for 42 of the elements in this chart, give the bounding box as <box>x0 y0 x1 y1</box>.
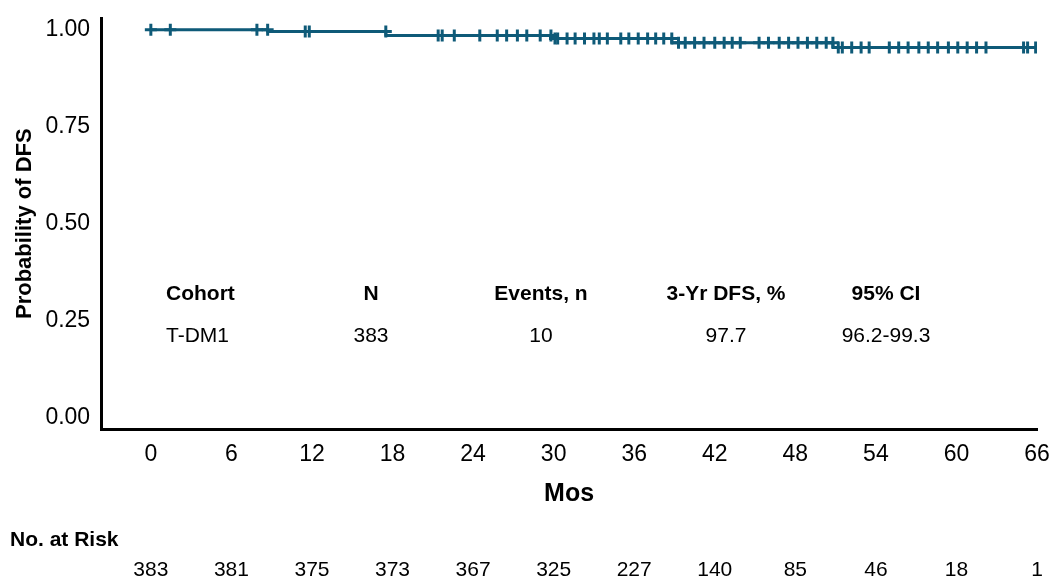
text: 140 <box>697 556 733 580</box>
x-tick-label: 66 <box>1024 439 1050 466</box>
y-tick-label: 0.25 <box>45 306 91 333</box>
text: 1 <box>1031 556 1043 580</box>
text: 227 <box>616 556 652 580</box>
x-tick-label: 36 <box>621 439 647 466</box>
x-tick-label: 6 <box>225 439 238 466</box>
x-tick-label: 30 <box>540 439 567 466</box>
annotation: 383 <box>352 323 390 347</box>
annotation: T-DM1 <box>166 323 230 347</box>
annotation: 10 <box>528 323 554 347</box>
x-tick-label: 24 <box>460 439 487 466</box>
x-tick-label: 0 <box>144 439 158 466</box>
annotation: 97.7 <box>704 323 748 347</box>
annotation: N <box>362 281 380 305</box>
x-tick-label: 42 <box>701 439 728 466</box>
y-tick-label: 0.50 <box>45 209 91 236</box>
text: 85 <box>783 556 807 580</box>
y-tick-label: 1.00 <box>45 14 91 41</box>
text: 367 <box>455 556 491 580</box>
annotation: 95% CI <box>850 281 922 305</box>
y-tick-label: 0.75 <box>45 112 91 139</box>
y-tick-label: 0.00 <box>45 403 91 430</box>
annotation: Events, n <box>493 281 589 305</box>
x-tick-label: 12 <box>299 439 325 466</box>
annotation: 3-Yr DFS, % <box>665 281 787 305</box>
text: 381 <box>213 556 249 580</box>
text: No. at Risk <box>10 526 119 550</box>
y-axis-title: Probability of DFS <box>11 128 37 320</box>
x-tick-label: 48 <box>782 439 809 466</box>
x-tick-label: 18 <box>379 439 406 466</box>
annotation: 96.2-99.3 <box>840 323 932 347</box>
text: 383 <box>133 556 169 580</box>
text: 375 <box>294 556 330 580</box>
text: 325 <box>536 556 572 580</box>
x-tick-label: 60 <box>943 439 970 466</box>
x-axis-title: Mos <box>544 477 595 506</box>
text: 373 <box>375 556 411 580</box>
text: 46 <box>864 556 888 580</box>
text: 18 <box>944 556 969 580</box>
annotation: Cohort <box>166 281 236 305</box>
x-tick-label: 54 <box>863 439 889 466</box>
